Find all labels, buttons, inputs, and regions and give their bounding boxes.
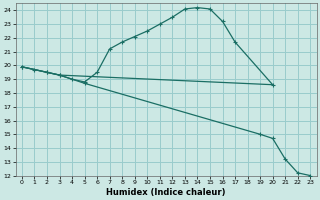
X-axis label: Humidex (Indice chaleur): Humidex (Indice chaleur) — [106, 188, 226, 197]
